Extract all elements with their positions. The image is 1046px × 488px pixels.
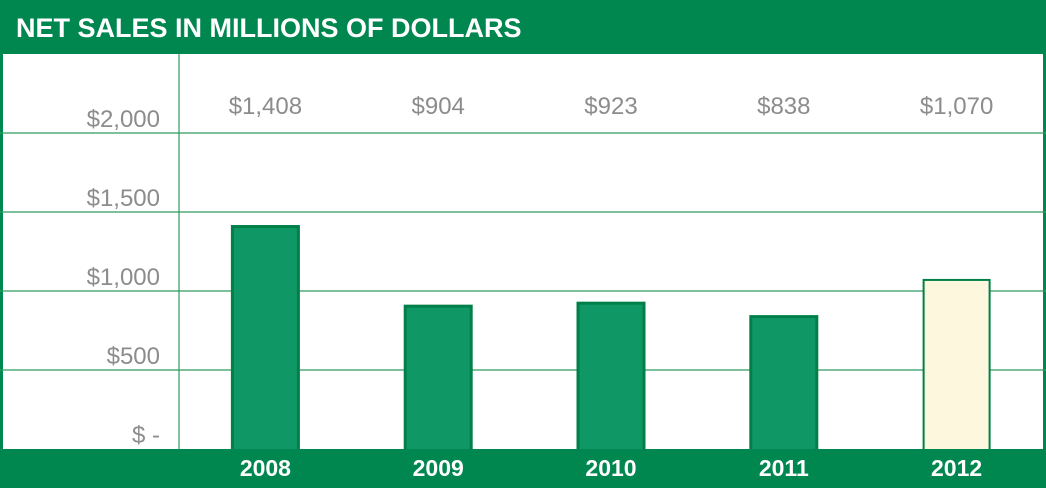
y-tick-label: $1,500 [87, 185, 160, 212]
bar-2011 [749, 315, 819, 453]
gridlines [0, 54, 1046, 449]
data-label-2012: $1,070 [920, 93, 993, 120]
bar-2009 [403, 304, 473, 453]
x-tick-label-2009: 2009 [413, 455, 464, 481]
data-labels: $1,408 $904 $923 $838 $1,070 [229, 93, 994, 120]
x-tick-label-2010: 2010 [585, 455, 636, 481]
left-border [0, 54, 3, 450]
y-tick-label: $ - [132, 422, 160, 449]
x-axis-band [0, 449, 1046, 488]
data-label-2010: $923 [584, 93, 637, 120]
bar-2010 [576, 301, 646, 453]
bar-2008 [230, 225, 300, 453]
data-label-2011: $838 [757, 93, 810, 120]
x-tick-label-2008: 2008 [240, 455, 291, 481]
bars [230, 225, 991, 453]
right-border [1043, 54, 1046, 450]
data-label-2008: $1,408 [229, 93, 302, 120]
data-label-2009: $904 [412, 93, 465, 120]
y-axis-tick-labels: $ - $500 $1,000 $1,500 $2,000 [87, 106, 160, 449]
y-tick-label: $500 [107, 343, 160, 370]
y-tick-label: $2,000 [87, 106, 160, 133]
x-axis-tick-labels: 2008 2009 2010 2011 2012 [240, 455, 982, 481]
chart-title: NET SALES IN MILLIONS OF DOLLARS [16, 13, 522, 43]
bar-2012 [922, 278, 991, 452]
x-tick-label-2012: 2012 [931, 455, 982, 481]
x-tick-label-2011: 2011 [759, 455, 809, 481]
title-bar [0, 0, 1046, 54]
y-tick-label: $1,000 [87, 264, 160, 291]
